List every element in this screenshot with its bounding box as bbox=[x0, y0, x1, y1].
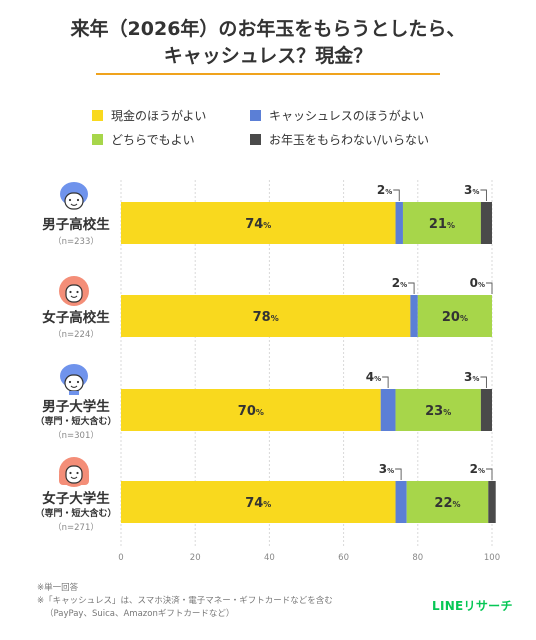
data-label-2-0: 70% bbox=[238, 404, 264, 419]
x-tick-label-40: 40 bbox=[264, 553, 275, 563]
legend-swatch-cashless bbox=[250, 109, 261, 121]
data-label-2-1: 4% bbox=[366, 370, 381, 384]
x-tick-label-20: 20 bbox=[190, 553, 201, 563]
data-label-1-1: 2% bbox=[392, 276, 407, 290]
data-label-3-2: 22% bbox=[434, 496, 460, 511]
x-tick-label-60: 60 bbox=[338, 553, 349, 563]
title-line-1: 来年（2026年）のお年玉をもらうとしたら、 bbox=[70, 18, 466, 40]
callout-line-0-3 bbox=[480, 189, 487, 201]
data-label-2-2: 23% bbox=[425, 404, 451, 419]
legend-item-none: お年玉をもらわない/いらない bbox=[250, 130, 429, 148]
bar-segment-2-2 bbox=[395, 389, 481, 431]
data-label-0-2: 21% bbox=[429, 217, 455, 232]
data-label-2-3: 3% bbox=[464, 370, 479, 384]
legend: 現金のほうがよい キャッシュレスのほうがよい どちらでもよい お年玉をもらわない… bbox=[92, 106, 492, 152]
footnotes: ※単一回答 ※「キャッシュレス」は、スマホ決済・電子マネー・ギフトカードなどを含… bbox=[37, 582, 397, 621]
data-label-0-1: 2% bbox=[377, 183, 392, 197]
bar-segment-1-2 bbox=[417, 295, 492, 337]
man-icon bbox=[60, 364, 88, 395]
bar-segment-0-0 bbox=[121, 202, 396, 244]
bar-segment-1-1 bbox=[410, 295, 418, 337]
bar-segment-3-1 bbox=[395, 481, 407, 523]
bar-segment-0-3 bbox=[480, 202, 492, 244]
legend-swatch-cash bbox=[92, 109, 103, 121]
category-sublabel-3: （専門・短大含む） bbox=[35, 507, 116, 519]
legend-swatch-none bbox=[250, 133, 261, 145]
callout-line-2-1 bbox=[382, 376, 389, 388]
category-label-2: 男子大学生 bbox=[42, 398, 110, 415]
legend-item-cashless: キャッシュレスのほうがよい bbox=[250, 106, 424, 124]
legend-label-either: どちらでもよい bbox=[111, 132, 195, 147]
data-label-1-2: 20% bbox=[442, 310, 468, 325]
category-label-1: 女子高校生 bbox=[42, 309, 110, 326]
legend-item-either: どちらでもよい bbox=[92, 130, 195, 148]
footnote-single-answer: ※単一回答 bbox=[37, 583, 79, 593]
callout-line-0-1 bbox=[393, 189, 400, 201]
legend-swatch-either bbox=[92, 133, 103, 145]
legend-label-none: お年玉をもらわない/いらない bbox=[269, 132, 430, 147]
line-research-logo: LINEリサーチ bbox=[432, 599, 513, 613]
category-label-3: 女子大学生 bbox=[42, 490, 110, 507]
data-label-3-0: 74% bbox=[245, 496, 271, 511]
legend-label-cash: 現金のほうがよい bbox=[111, 108, 207, 123]
data-label-3-3: 2% bbox=[470, 462, 485, 476]
bar-segment-1-0 bbox=[121, 295, 411, 337]
bar-segment-3-3 bbox=[488, 481, 496, 523]
category-n-3: （n=271） bbox=[53, 522, 99, 533]
legend-item-cash: 現金のほうがよい bbox=[92, 106, 206, 124]
callout-line-3-1 bbox=[395, 468, 402, 480]
footnote-cashless-examples: （PayPay、Suica、Amazonギフトカードなど） bbox=[45, 609, 235, 619]
bar-segment-2-3 bbox=[480, 389, 492, 431]
title-line-2: キャッシュレス？現金？ bbox=[163, 45, 373, 67]
title-underline bbox=[96, 73, 440, 75]
girl-icon bbox=[59, 276, 89, 306]
boy-icon bbox=[60, 182, 88, 210]
bar-segment-0-2 bbox=[402, 202, 481, 244]
bar-segment-3-2 bbox=[406, 481, 489, 523]
callout-line-1-1 bbox=[408, 282, 415, 294]
x-tick-label-0: 0 bbox=[118, 553, 123, 563]
data-label-3-1: 3% bbox=[379, 462, 394, 476]
callout-line-3-3 bbox=[486, 468, 493, 480]
bar-segment-0-1 bbox=[395, 202, 403, 244]
chart-title: 来年（2026年）のお年玉をもらうとしたら、 キャッシュレス？現金？ bbox=[0, 16, 536, 70]
category-label-0: 男子高校生 bbox=[42, 216, 110, 233]
category-n-0: （n=233） bbox=[53, 236, 99, 247]
x-tick-label-80: 80 bbox=[412, 553, 423, 563]
legend-label-cashless: キャッシュレスのほうがよい bbox=[269, 108, 425, 123]
footnote-cashless-definition: ※「キャッシュレス」は、スマホ決済・電子マネー・ギフトカードなどを含む bbox=[37, 596, 333, 606]
bar-segment-2-0 bbox=[121, 389, 381, 431]
x-tick-label-100: 100 bbox=[484, 553, 500, 563]
category-n-2: （n=301） bbox=[53, 430, 99, 441]
category-sublabel-2: （専門・短大含む） bbox=[35, 415, 116, 427]
woman-icon bbox=[59, 457, 89, 487]
data-label-1-0: 78% bbox=[253, 310, 279, 325]
bar-segment-3-0 bbox=[121, 481, 396, 523]
bar-segment-2-1 bbox=[380, 389, 396, 431]
category-n-1: （n=224） bbox=[53, 329, 99, 340]
callout-line-1-3 bbox=[486, 282, 493, 294]
data-label-0-0: 74% bbox=[245, 217, 271, 232]
data-label-1-3: 0% bbox=[470, 276, 485, 290]
callout-line-2-3 bbox=[480, 376, 487, 388]
data-label-0-3: 3% bbox=[464, 183, 479, 197]
